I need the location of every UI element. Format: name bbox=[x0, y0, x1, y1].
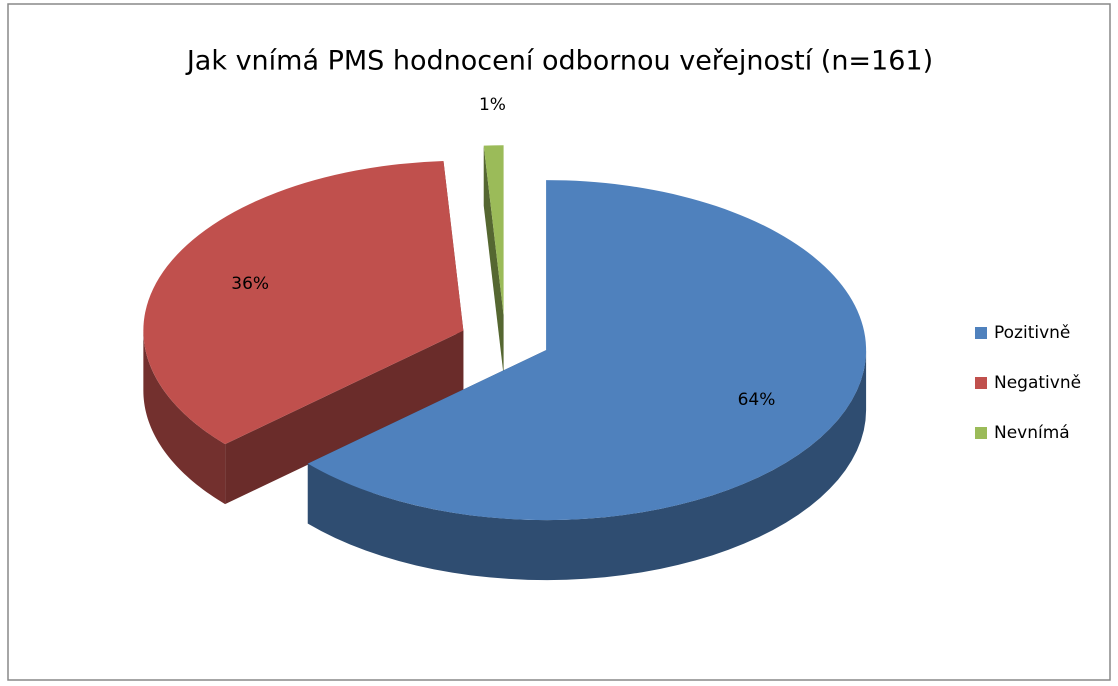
data-label: 36% bbox=[231, 274, 269, 294]
data-label: 64% bbox=[738, 390, 776, 410]
slice bbox=[143, 160, 464, 445]
legend-swatch bbox=[975, 377, 987, 389]
data-label: 1% bbox=[479, 95, 506, 115]
slice-side bbox=[143, 330, 226, 505]
slice bbox=[307, 180, 867, 521]
slice bbox=[483, 145, 504, 316]
slice-wall bbox=[225, 330, 464, 505]
slice-side bbox=[307, 350, 867, 581]
legend-label: Pozitivně bbox=[994, 323, 1070, 343]
legend-swatch bbox=[975, 427, 987, 439]
chart-title: Jak vnímá PMS hodnocení odbornou veřejno… bbox=[185, 46, 933, 77]
slice-wall bbox=[483, 145, 504, 376]
legend-label: Nevnímá bbox=[994, 423, 1070, 443]
legend-swatch bbox=[975, 327, 987, 339]
legend-label: Negativně bbox=[994, 373, 1081, 393]
